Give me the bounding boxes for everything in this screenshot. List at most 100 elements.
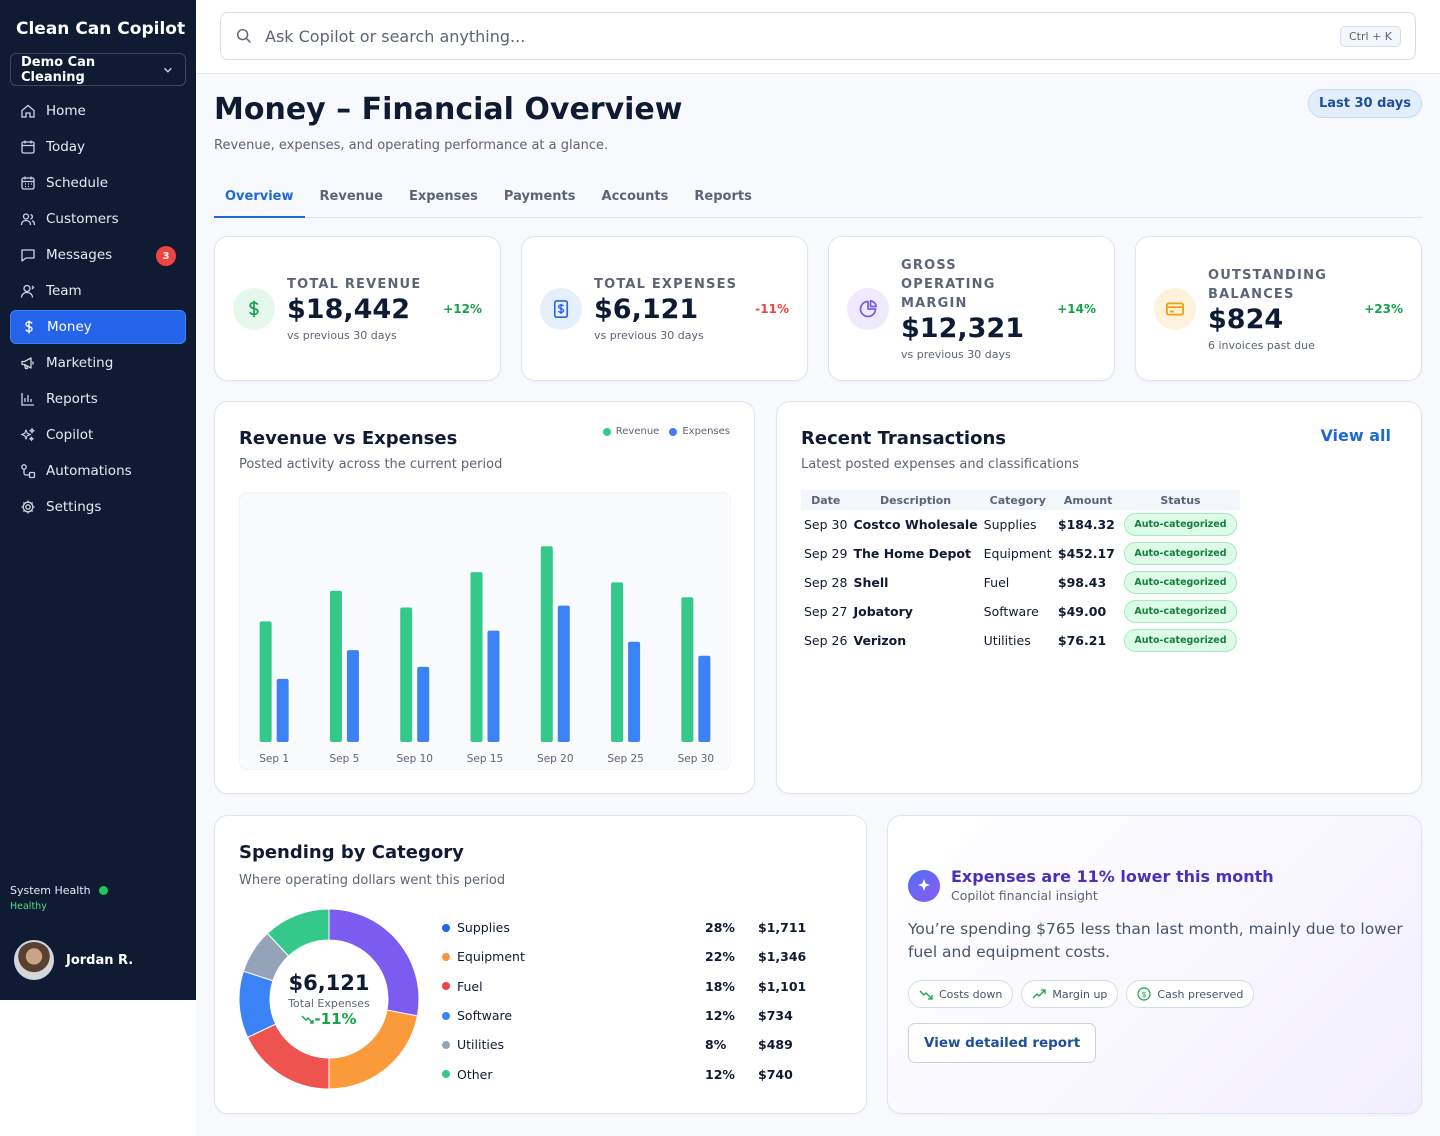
search-input[interactable] (265, 26, 1340, 46)
status-badge: Auto-categorized (1124, 600, 1237, 623)
category-row-utilities[interactable]: Utilities 8% $489 (442, 1030, 814, 1059)
bar-expenses-sep-20[interactable] (557, 605, 570, 742)
bar-chart: Sep 1 Sep 5 Sep 10 Sep 15 Sep 20 Sep 25 Sep 30 (238, 491, 732, 771)
sidebar-item-money[interactable]: Money (10, 310, 186, 344)
category-list: Supplies 28% $1,711 Equipment 22% $1,346 Fuel 1… (442, 913, 814, 1089)
column-header-category[interactable]: Category (980, 490, 1055, 510)
column-header-date[interactable]: Date (801, 490, 851, 510)
category-row-fuel[interactable]: Fuel 18% $1,101 (442, 972, 814, 1001)
chip-margin-up[interactable]: Margin up (1021, 980, 1119, 1008)
cell-amt: $76.21 (1057, 633, 1107, 648)
kpi-card-outstanding-balances: OUTSTANDING BALANCES $824 6 invoices past … (1135, 236, 1422, 381)
donut-center: $6,121 Total Expenses -11% (239, 909, 419, 1089)
tab-reports[interactable]: Reports (694, 189, 752, 204)
bar-revenue-sep-20[interactable] (540, 546, 553, 742)
column-header-amount[interactable]: Amount (1054, 490, 1122, 510)
category-name: Fuel (457, 978, 483, 994)
donut-slice-other[interactable] (266, 908, 330, 957)
bar-expenses-sep-5[interactable] (346, 650, 359, 742)
sidebar-item-team[interactable]: Team (10, 274, 186, 308)
message-icon (20, 247, 36, 263)
kpi-label: OUTSTANDING BALANCES (1208, 267, 1328, 302)
sidebar-item-label: Settings (46, 499, 102, 515)
category-color-dot (442, 1070, 450, 1079)
chip-cash-preserved-label: Cash preserved (1157, 987, 1244, 1001)
category-color-dot (442, 1011, 450, 1020)
sidebar-item-today[interactable]: Today (10, 130, 186, 164)
chip-cash-preserved[interactable]: $ Cash preserved (1126, 980, 1255, 1008)
bar-revenue-sep-10[interactable] (400, 607, 413, 742)
health-status-dot (98, 886, 108, 895)
sidebar-item-copilot[interactable]: Copilot (10, 418, 186, 452)
table-row[interactable]: Sep 30 Costco Wholesale Supplies $184.32 Aut… (801, 510, 1240, 539)
date-range-button[interactable]: Last 30 days (1307, 89, 1422, 118)
bar-expenses-sep-1[interactable] (276, 678, 289, 742)
column-header-status[interactable]: Status (1121, 490, 1240, 510)
status-badge: Auto-categorized (1124, 542, 1237, 565)
bar-expenses-sep-25[interactable] (628, 641, 641, 742)
card-icon (1154, 287, 1196, 330)
view-all-link[interactable]: View all (1320, 426, 1391, 445)
kpi-body: TOTAL EXPENSES $6,121 vs previous 30 days (594, 275, 747, 342)
bar-revenue-sep-15[interactable] (470, 572, 483, 742)
user-profile[interactable]: Jordan R. (14, 940, 133, 980)
org-selector[interactable]: Demo Can Cleaning (10, 53, 186, 86)
table-row[interactable]: Sep 27 Jobatory Software $49.00 Auto-categor… (801, 597, 1240, 626)
category-row-supplies[interactable]: Supplies 28% $1,711 (442, 913, 814, 942)
sidebar-item-automations[interactable]: Automations (10, 454, 186, 488)
table-row[interactable]: Sep 29 The Home Depot Equipment $452.17 Auto… (801, 539, 1240, 568)
category-percent: 12% (705, 1008, 735, 1024)
bar-revenue-sep-5[interactable] (329, 590, 342, 742)
trend-down-icon (919, 990, 933, 1000)
cell-amt: $98.43 (1057, 575, 1107, 590)
bar-revenue-sep-1[interactable] (259, 621, 272, 742)
x-tick-label: Sep 5 (330, 753, 360, 765)
cell-desc: Verizon (853, 633, 907, 648)
search-bar[interactable]: Ctrl + K (220, 12, 1416, 60)
sidebar-item-customers[interactable]: Customers (10, 202, 186, 236)
tab-payments[interactable]: Payments (503, 189, 576, 204)
bar-revenue-sep-30[interactable] (681, 597, 694, 742)
sidebar-item-settings[interactable]: Settings (10, 490, 186, 524)
tab-overview[interactable]: Overview (214, 182, 305, 218)
view-detailed-report-button[interactable]: View detailed report (908, 1023, 1097, 1063)
tab-expenses[interactable]: Expenses (408, 189, 478, 204)
cell-desc: Costco Wholesale (853, 517, 978, 532)
sparkles-icon (908, 870, 940, 902)
cell-cat: Fuel (983, 575, 1010, 590)
category-row-software[interactable]: Software 12% $734 (442, 1001, 814, 1030)
category-row-other[interactable]: Other 12% $740 (442, 1059, 814, 1088)
cell-date: Sep 29 (804, 546, 848, 561)
category-row-equipment[interactable]: Equipment 22% $1,346 (442, 942, 814, 971)
sidebar-item-marketing[interactable]: Marketing (10, 346, 186, 380)
sidebar-item-label: Schedule (46, 175, 109, 191)
bar-expenses-sep-30[interactable] (698, 655, 711, 742)
status-badge: Auto-categorized (1124, 571, 1237, 594)
category-amount: $1,101 (758, 978, 807, 994)
table-row[interactable]: Sep 26 Verizon Utilities $76.21 Auto-categor… (801, 626, 1240, 655)
bar-expenses-sep-15[interactable] (487, 630, 500, 742)
x-tick-label: Sep 15 (467, 753, 504, 765)
sidebar-item-home[interactable]: Home (10, 94, 186, 128)
transactions-subtitle: Latest posted expenses and classificatio… (801, 457, 1079, 472)
sidebar-item-reports[interactable]: Reports (10, 382, 186, 416)
legend-revenue-label: Revenue (615, 426, 660, 437)
cell-status: Auto-categorized (1121, 539, 1239, 568)
tab-revenue[interactable]: Revenue (319, 189, 383, 204)
chip-costs-down[interactable]: Costs down (908, 980, 1014, 1008)
category-amount: $489 (758, 1037, 793, 1053)
chip-costs-down-label: Costs down (939, 987, 1003, 1001)
transactions-title: Recent Transactions (801, 428, 1006, 449)
receipt-icon (540, 287, 582, 330)
column-header-description[interactable]: Description (850, 490, 981, 510)
bar-revenue-sep-25[interactable] (611, 582, 624, 742)
table-row[interactable]: Sep 28 Shell Fuel $98.43 Auto-categorized (801, 568, 1240, 597)
dollar-icon (233, 287, 275, 330)
sidebar-item-messages[interactable]: Messages 3 (10, 238, 186, 272)
bar-expenses-sep-10[interactable] (417, 666, 430, 742)
revenue-expenses-card: Revenue vs Expenses Posted activity acro… (214, 401, 755, 794)
cell-date: Sep 28 (804, 575, 848, 590)
tab-accounts[interactable]: Accounts (601, 189, 669, 204)
spending-card: Spending by Category Where operating dol… (214, 815, 867, 1114)
sidebar-item-schedule[interactable]: Schedule (10, 166, 186, 200)
